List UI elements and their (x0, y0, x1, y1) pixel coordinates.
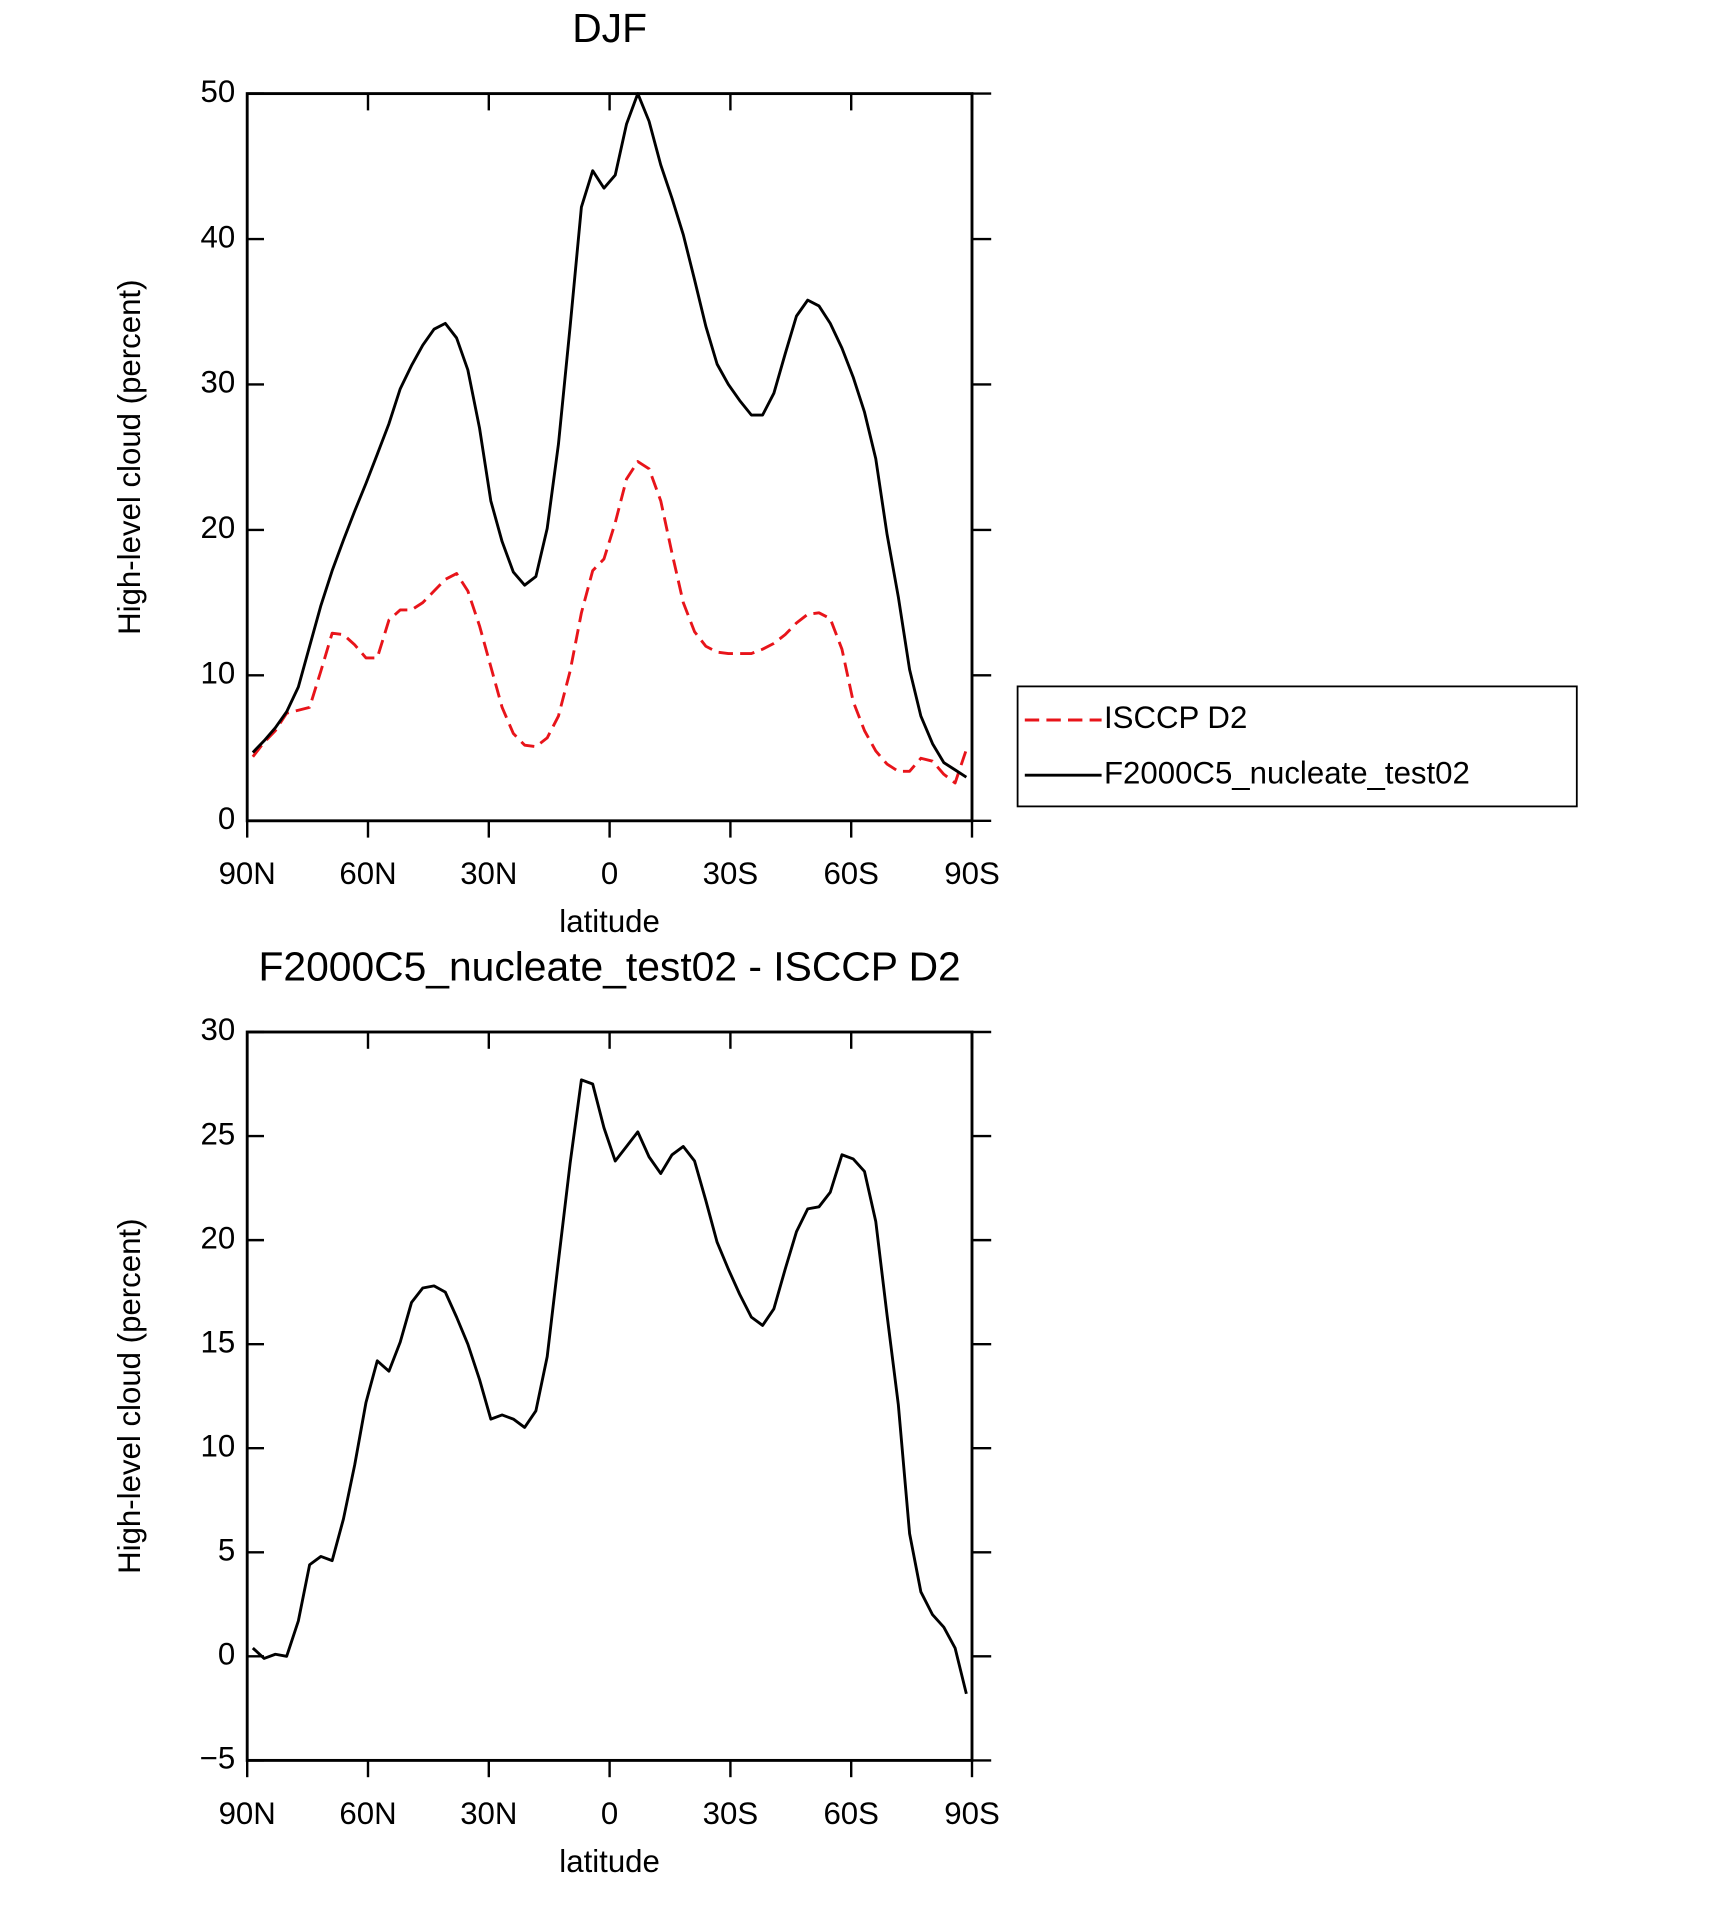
y-tick-label: 10 (200, 656, 235, 691)
x-tick-label: 30S (703, 856, 759, 891)
y-tick-label: 30 (200, 1012, 235, 1047)
y-tick-label: 20 (200, 510, 235, 545)
y-tick-label: 20 (200, 1220, 235, 1255)
y-axis-label: High-level cloud (percent) (112, 280, 147, 635)
y-tick-label: 50 (200, 74, 235, 109)
x-tick-label: 60S (823, 856, 879, 891)
y-tick-label: 0 (218, 801, 235, 836)
x-tick-label: 90N (219, 856, 276, 891)
x-axis-label: latitude (559, 904, 660, 939)
y-tick-label: 15 (200, 1324, 235, 1359)
x-tick-label: 0 (601, 856, 618, 891)
x-tick-label: 90S (944, 856, 1000, 891)
x-tick-label: 30S (703, 1796, 759, 1831)
y-tick-label: 30 (200, 365, 235, 400)
y-axis-label: High-level cloud (percent) (112, 1219, 147, 1574)
y-tick-label: 10 (200, 1428, 235, 1463)
y-tick-label: 5 (218, 1533, 235, 1568)
x-tick-label: 0 (601, 1796, 618, 1831)
legend-label: ISCCP D2 (1104, 700, 1247, 735)
x-tick-label: 30N (460, 1796, 517, 1831)
x-tick-label: 60S (823, 1796, 879, 1831)
x-tick-label: 90N (219, 1796, 276, 1831)
x-tick-label: 90S (944, 1796, 1000, 1831)
data-line (251, 1078, 968, 1695)
y-tick-label: 0 (218, 1637, 235, 1672)
x-tick-label: 30N (460, 856, 517, 891)
y-tick-label: 25 (200, 1116, 235, 1151)
plot-frame (245, 92, 974, 823)
chart-title: DJF (572, 5, 647, 51)
chart-title: F2000C5_nucleate_test02 - ISCCP D2 (258, 943, 960, 989)
y-tick-label: 40 (200, 219, 235, 254)
x-axis-label: latitude (559, 1844, 660, 1879)
legend-box (1016, 685, 1578, 808)
data-line (251, 92, 968, 779)
y-tick-label: −5 (200, 1741, 236, 1776)
x-tick-label: 60N (339, 1796, 396, 1831)
data-line (251, 460, 968, 785)
legend-label: F2000C5_nucleate_test02 (1104, 755, 1470, 790)
x-tick-label: 60N (339, 856, 396, 891)
